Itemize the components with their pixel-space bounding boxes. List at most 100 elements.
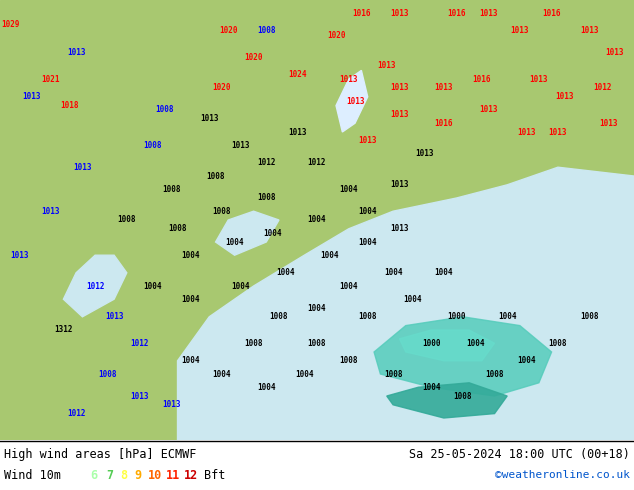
Text: 6: 6 bbox=[90, 468, 97, 482]
Text: 1008: 1008 bbox=[580, 312, 599, 321]
Text: 1312: 1312 bbox=[54, 325, 73, 335]
Text: 1013: 1013 bbox=[599, 119, 618, 128]
Text: 1008: 1008 bbox=[143, 141, 162, 150]
Text: 1013: 1013 bbox=[390, 224, 409, 233]
Text: 1013: 1013 bbox=[479, 9, 498, 18]
Polygon shape bbox=[178, 167, 634, 440]
Text: 1000: 1000 bbox=[447, 312, 466, 321]
Text: 1008: 1008 bbox=[162, 185, 181, 194]
Text: Sa 25-05-2024 18:00 UTC (00+18): Sa 25-05-2024 18:00 UTC (00+18) bbox=[409, 447, 630, 461]
Text: ©weatheronline.co.uk: ©weatheronline.co.uk bbox=[495, 470, 630, 480]
Text: 1013: 1013 bbox=[605, 49, 624, 57]
Text: 1013: 1013 bbox=[67, 49, 86, 57]
Polygon shape bbox=[399, 330, 495, 361]
Text: 1013: 1013 bbox=[377, 62, 396, 71]
Text: 1004: 1004 bbox=[498, 312, 517, 321]
Polygon shape bbox=[216, 211, 279, 255]
Text: 1008: 1008 bbox=[339, 356, 358, 366]
Text: 1013: 1013 bbox=[339, 74, 358, 84]
Text: 1013: 1013 bbox=[162, 400, 181, 409]
Text: 1013: 1013 bbox=[390, 180, 409, 189]
Text: 1004: 1004 bbox=[307, 216, 327, 224]
Text: 1004: 1004 bbox=[403, 294, 422, 304]
Polygon shape bbox=[63, 255, 127, 317]
Text: 1013: 1013 bbox=[10, 251, 29, 260]
Text: 1020: 1020 bbox=[244, 53, 263, 62]
Text: 1008: 1008 bbox=[548, 339, 567, 348]
Text: 1004: 1004 bbox=[181, 251, 200, 260]
Text: 1021: 1021 bbox=[41, 74, 60, 84]
Text: 1000: 1000 bbox=[422, 339, 441, 348]
Text: 1013: 1013 bbox=[105, 312, 124, 321]
Text: 1013: 1013 bbox=[580, 26, 599, 35]
Polygon shape bbox=[374, 317, 552, 396]
Text: 1004: 1004 bbox=[295, 369, 314, 378]
Text: 1008: 1008 bbox=[98, 369, 117, 378]
Text: 1008: 1008 bbox=[453, 392, 472, 400]
Text: 1012: 1012 bbox=[67, 409, 86, 418]
Text: 1013: 1013 bbox=[22, 92, 41, 101]
Text: 1008: 1008 bbox=[257, 26, 276, 35]
Text: 1004: 1004 bbox=[339, 281, 358, 291]
Text: 1008: 1008 bbox=[168, 224, 187, 233]
Text: 1013: 1013 bbox=[346, 97, 365, 106]
Text: 1004: 1004 bbox=[257, 383, 276, 392]
Text: 1013: 1013 bbox=[231, 141, 250, 150]
Text: 1012: 1012 bbox=[130, 339, 149, 348]
Text: 1008: 1008 bbox=[206, 172, 225, 180]
Text: 1004: 1004 bbox=[263, 229, 282, 238]
Text: 1013: 1013 bbox=[200, 114, 219, 123]
Text: 1016: 1016 bbox=[434, 119, 453, 128]
Text: 1013: 1013 bbox=[517, 127, 536, 137]
Text: 1008: 1008 bbox=[384, 369, 403, 378]
Text: 11: 11 bbox=[166, 468, 180, 482]
Text: 10: 10 bbox=[148, 468, 162, 482]
Text: 1008: 1008 bbox=[269, 312, 288, 321]
Text: 1012: 1012 bbox=[86, 281, 105, 291]
Text: 1013: 1013 bbox=[510, 26, 529, 35]
Text: 1004: 1004 bbox=[276, 269, 295, 277]
Text: 1029: 1029 bbox=[1, 20, 20, 29]
Text: 1013: 1013 bbox=[415, 149, 434, 158]
Text: 1013: 1013 bbox=[390, 83, 409, 93]
Text: 1020: 1020 bbox=[219, 26, 238, 35]
Text: 1016: 1016 bbox=[352, 9, 371, 18]
Text: 1004: 1004 bbox=[466, 339, 485, 348]
Text: 1013: 1013 bbox=[434, 83, 453, 93]
Text: 1004: 1004 bbox=[358, 207, 377, 216]
Text: 1018: 1018 bbox=[60, 101, 79, 110]
Text: 1008: 1008 bbox=[307, 339, 327, 348]
Text: 1016: 1016 bbox=[472, 74, 491, 84]
Text: 1004: 1004 bbox=[225, 238, 244, 246]
Text: 9: 9 bbox=[134, 468, 141, 482]
Text: 1004: 1004 bbox=[307, 303, 327, 313]
Text: 1008: 1008 bbox=[244, 339, 263, 348]
Text: 1013: 1013 bbox=[288, 127, 307, 137]
Text: 1004: 1004 bbox=[358, 238, 377, 246]
Text: 1012: 1012 bbox=[593, 83, 612, 93]
Text: 1013: 1013 bbox=[390, 9, 409, 18]
Text: 8: 8 bbox=[120, 468, 127, 482]
Text: 1004: 1004 bbox=[181, 356, 200, 366]
Text: 1020: 1020 bbox=[327, 31, 346, 40]
Text: 1008: 1008 bbox=[212, 207, 231, 216]
Text: 1008: 1008 bbox=[358, 312, 377, 321]
Text: 1004: 1004 bbox=[181, 294, 200, 304]
Text: 1012: 1012 bbox=[257, 158, 276, 167]
Text: 1004: 1004 bbox=[384, 269, 403, 277]
Text: 1008: 1008 bbox=[257, 194, 276, 202]
Text: 1013: 1013 bbox=[390, 110, 409, 119]
Text: 1004: 1004 bbox=[212, 369, 231, 378]
Text: 1016: 1016 bbox=[542, 9, 561, 18]
Text: 1013: 1013 bbox=[358, 136, 377, 146]
Text: 1004: 1004 bbox=[434, 269, 453, 277]
Text: 1008: 1008 bbox=[485, 369, 504, 378]
Text: 1013: 1013 bbox=[555, 92, 574, 101]
Text: 1004: 1004 bbox=[143, 281, 162, 291]
Text: 1013: 1013 bbox=[529, 74, 548, 84]
Text: 1020: 1020 bbox=[212, 83, 231, 93]
Text: 1013: 1013 bbox=[548, 127, 567, 137]
Text: 1004: 1004 bbox=[339, 185, 358, 194]
Text: 1013: 1013 bbox=[73, 163, 92, 172]
Text: 1012: 1012 bbox=[307, 158, 327, 167]
